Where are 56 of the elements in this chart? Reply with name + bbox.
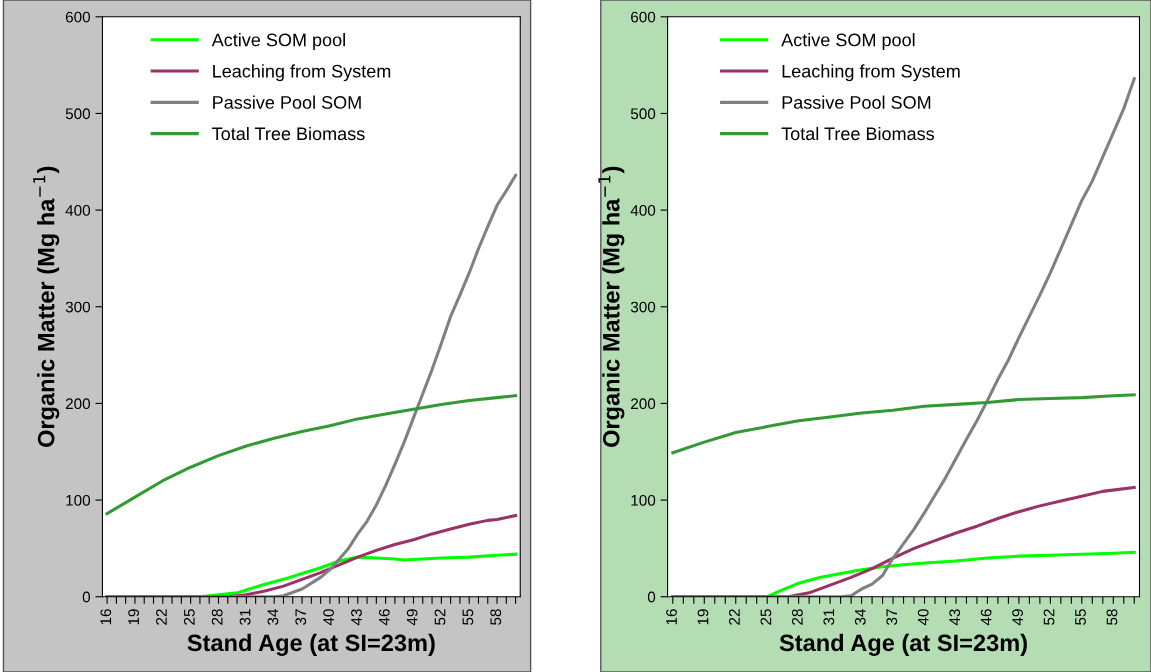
legend-label: Active SOM pool [781,33,915,50]
x-tick-label: 16 [666,609,677,625]
y-tick-label: 200 [631,398,656,410]
x-tick-label: 31 [239,609,251,625]
y-tick-label: 0 [647,591,656,603]
x-tick-label: 43 [351,609,362,626]
y-tick-label: 600 [65,11,91,23]
y-axis-title: Organic Matter (Mg ha$^{−1}$) [33,166,60,447]
y-tick-label: 500 [630,108,656,120]
x-tick-label: 34 [854,608,866,625]
y-tick-label: 300 [630,301,656,313]
x-tick-label: 52 [434,609,446,625]
x-tick-label: 40 [917,609,929,626]
x-tick-label: 19 [697,609,709,625]
x-tick-label: 37 [295,609,307,625]
x-tick-label: 46 [980,609,992,626]
x-tick-label: 52 [1043,609,1055,625]
y-tick-label: 300 [65,301,91,313]
x-tick-label: 58 [1106,609,1118,625]
y-tick-label: 400 [65,204,91,216]
x-tick-label: 55 [1075,609,1086,625]
legend-label: Total Tree Biomass [212,126,365,141]
legend-label: Passive Pool SOM [782,95,931,109]
y-tick-label: 200 [65,398,91,410]
x-tick-label: 19 [128,609,140,625]
legend-label: Passive Pool SOM [213,95,361,109]
x-tick-label: 43 [949,609,961,626]
legend-label: Leaching from System [782,64,960,82]
x-tick-label: 28 [211,609,223,625]
legend-label: Leaching from System [213,64,391,82]
legend-label: Active SOM pool [211,33,345,50]
x-tick-label: 16 [100,609,112,625]
x-tick-label: 55 [462,609,474,625]
legend-label: Total Tree Biomass [781,126,935,141]
x-tick-label: 28 [791,609,803,625]
x-tick-label: 49 [1012,609,1023,626]
x-tick-label: 25 [183,609,195,625]
x-tick-label: 37 [886,609,898,625]
x-tick-label: 34 [267,608,279,625]
x-axis-title: Stand Age (at SI=23m) [187,633,435,656]
y-axis-title: Organic Matter (Mg ha$^{−1}$) [598,166,625,447]
x-tick-label: 31 [823,609,835,625]
y-tick-label: 0 [82,591,91,603]
x-tick-label: 46 [378,609,390,626]
y-tick-label: 100 [66,494,91,506]
x-tick-label: 40 [323,609,335,626]
x-axis-title: Stand Age (at SI=23m) [779,633,1027,656]
x-tick-label: 22 [729,609,740,625]
y-tick-label: 600 [631,11,656,23]
x-tick-label: 49 [406,609,418,626]
y-tick-label: 500 [65,108,91,120]
y-tick-label: 400 [630,204,656,216]
x-tick-label: 22 [156,609,167,625]
y-tick-label: 100 [631,494,656,506]
x-tick-label: 58 [490,609,502,625]
x-tick-label: 25 [760,609,772,625]
